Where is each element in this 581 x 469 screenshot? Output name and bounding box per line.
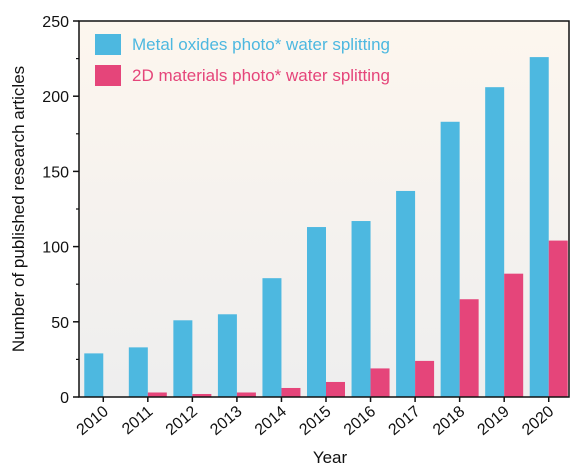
legend-label-1: 2D materials photo* water splitting [132,66,390,85]
x-tick-label-2016: 2016 [341,403,379,439]
x-tick-label-2020: 2020 [519,403,557,439]
bar-metal-oxides-2016 [351,221,371,397]
x-tick-label-2018: 2018 [430,403,468,439]
bar-metal-oxides-2018 [440,121,460,397]
x-axis-title: Year [313,448,348,467]
bar-metal-oxides-2019 [485,87,505,398]
bar-2d-materials-2015 [326,381,345,397]
bar-metal-oxides-2014 [262,278,282,397]
bar-2d-materials-2017 [415,360,435,397]
bar-2d-materials-2019 [504,273,524,397]
y-tick-label-200: 200 [42,89,69,106]
bar-2d-materials-2020 [548,240,568,397]
y-tick-label-0: 0 [60,390,69,407]
y-axis-title: Number of published research articles [9,66,28,352]
legend-swatch-0 [95,34,121,55]
bar-metal-oxides-2015 [307,227,326,397]
x-tick-label-2017: 2017 [385,403,423,439]
x-tick-label-2013: 2013 [207,403,245,439]
bars-layer [84,57,568,398]
legend: Metal oxides photo* water splitting 2D ma… [95,34,390,86]
y-tick-label-100: 100 [42,240,69,257]
y-axis: 0 50 100 150 200 250 [42,14,79,407]
x-tick-label-2010: 2010 [74,403,112,439]
bar-2d-materials-2011 [147,392,167,397]
bar-metal-oxides-2010 [84,353,104,397]
bar-metal-oxides-2020 [529,57,549,397]
bar-2d-materials-2014 [281,387,301,397]
bar-2d-materials-2012 [192,393,212,397]
x-tick-label-2014: 2014 [252,403,290,439]
y-tick-label-50: 50 [51,315,69,332]
bar-2d-materials-2013 [236,392,256,397]
x-tick-label-2019: 2019 [475,403,513,439]
bar-2d-materials-2018 [459,299,479,397]
x-tick-label-2015: 2015 [296,403,334,439]
y-tick-label-250: 250 [42,14,69,31]
bar-metal-oxides-2013 [217,314,237,397]
bar-metal-oxides-2017 [396,190,416,397]
bar-metal-oxides-2012 [173,320,193,397]
y-tick-label-150: 150 [42,164,69,181]
x-tick-label-2012: 2012 [163,403,201,439]
bar-metal-oxides-2011 [128,347,148,397]
legend-label-0: Metal oxides photo* water splitting [132,35,390,54]
x-tick-label-2011: 2011 [119,403,156,438]
x-axis: 2010 2011 2012 2013 2014 2015 2016 2017 2018 2019… [74,397,557,439]
legend-swatch-1 [95,65,121,86]
bar-2d-materials-2016 [370,368,390,397]
